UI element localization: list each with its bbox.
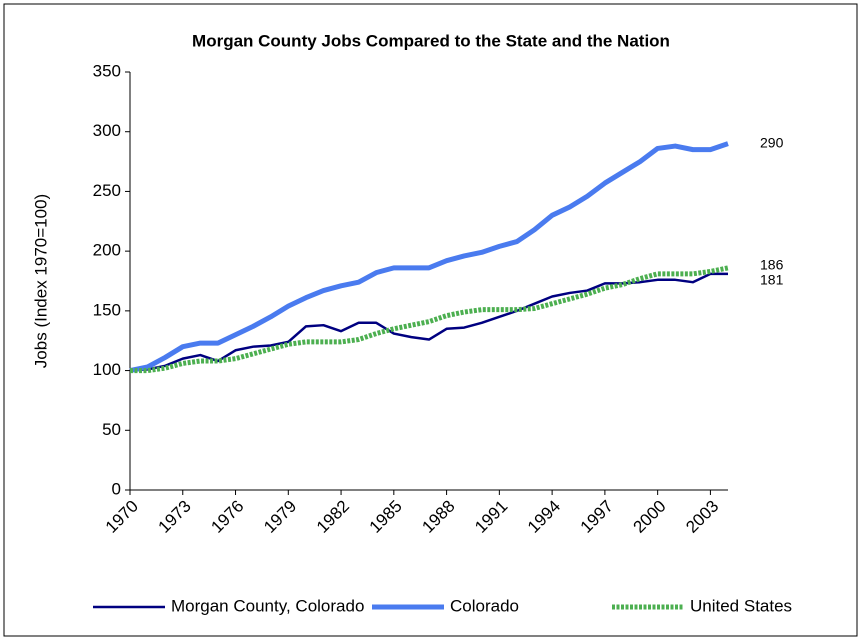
- series-line: [129, 141, 729, 374]
- y-tick-label: 100: [93, 360, 121, 379]
- series-line: [130, 265, 729, 374]
- y-tick-label: 250: [93, 181, 121, 200]
- y-tick-label: 350: [93, 61, 121, 80]
- legend-label: Morgan County, Colorado: [171, 596, 364, 615]
- y-tick-label: 0: [112, 479, 121, 498]
- legend-label: United States: [690, 596, 792, 615]
- y-tick-label: 150: [93, 300, 121, 319]
- y-axis-label: Jobs (Index 1970=100): [31, 194, 50, 368]
- end-label: 186: [760, 257, 784, 273]
- chart-title: Morgan County Jobs Compared to the State…: [192, 31, 670, 50]
- end-label: 181: [760, 272, 784, 288]
- y-tick-label: 300: [93, 121, 121, 140]
- y-tick-label: 200: [93, 241, 121, 260]
- end-label: 290: [760, 134, 784, 150]
- y-tick-label: 50: [102, 420, 121, 439]
- legend-label: Colorado: [450, 596, 519, 615]
